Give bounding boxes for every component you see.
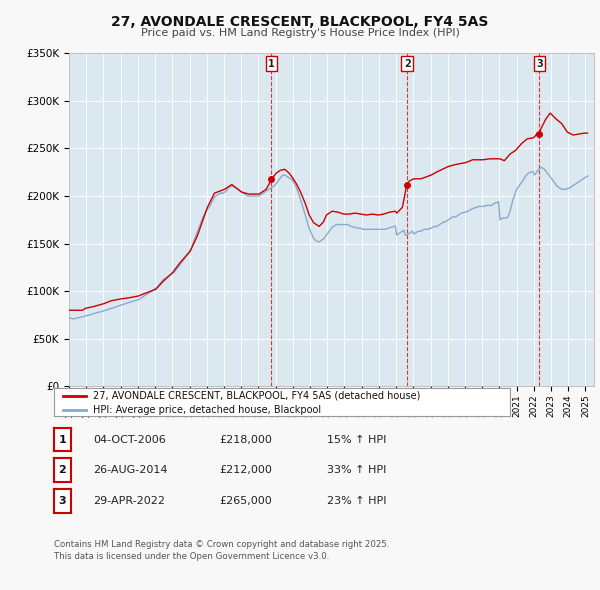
Text: 04-OCT-2006: 04-OCT-2006 xyxy=(93,435,166,444)
Text: 2: 2 xyxy=(404,58,410,68)
Text: 27, AVONDALE CRESCENT, BLACKPOOL, FY4 5AS (detached house): 27, AVONDALE CRESCENT, BLACKPOOL, FY4 5A… xyxy=(93,391,420,401)
Text: 27, AVONDALE CRESCENT, BLACKPOOL, FY4 5AS: 27, AVONDALE CRESCENT, BLACKPOOL, FY4 5A… xyxy=(112,15,488,29)
Text: 1: 1 xyxy=(268,58,275,68)
Text: £265,000: £265,000 xyxy=(219,496,272,506)
Text: 23% ↑ HPI: 23% ↑ HPI xyxy=(327,496,386,506)
Text: £218,000: £218,000 xyxy=(219,435,272,444)
Text: HPI: Average price, detached house, Blackpool: HPI: Average price, detached house, Blac… xyxy=(93,405,321,415)
Text: Price paid vs. HM Land Registry's House Price Index (HPI): Price paid vs. HM Land Registry's House … xyxy=(140,28,460,38)
Text: Contains HM Land Registry data © Crown copyright and database right 2025.
This d: Contains HM Land Registry data © Crown c… xyxy=(54,540,389,560)
Text: 33% ↑ HPI: 33% ↑ HPI xyxy=(327,466,386,475)
Text: 3: 3 xyxy=(59,496,66,506)
Text: 3: 3 xyxy=(536,58,543,68)
Text: 2: 2 xyxy=(59,466,66,475)
Text: £212,000: £212,000 xyxy=(219,466,272,475)
Text: 15% ↑ HPI: 15% ↑ HPI xyxy=(327,435,386,444)
Text: 26-AUG-2014: 26-AUG-2014 xyxy=(93,466,167,475)
Text: 29-APR-2022: 29-APR-2022 xyxy=(93,496,165,506)
Text: 1: 1 xyxy=(59,435,66,444)
